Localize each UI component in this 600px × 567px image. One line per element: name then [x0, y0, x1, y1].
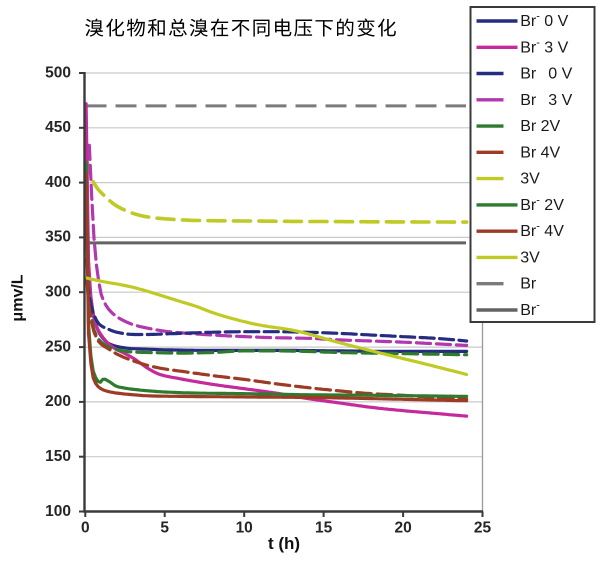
svg-text:Br 0 V: Br 0 V: [520, 66, 572, 83]
svg-text:20: 20: [394, 519, 411, 536]
svg-text:Br 2V: Br 2V: [520, 118, 560, 135]
svg-text:0: 0: [81, 519, 90, 536]
svg-text:150: 150: [45, 448, 71, 465]
svg-text:200: 200: [45, 393, 71, 410]
svg-text:Br: Br: [520, 276, 537, 293]
svg-text:15: 15: [315, 519, 333, 536]
svg-text:5: 5: [160, 519, 169, 536]
svg-text:250: 250: [45, 338, 71, 355]
svg-text:Br 3 V: Br 3 V: [520, 92, 572, 109]
svg-text:Br- 3 V: Br- 3 V: [520, 37, 568, 57]
svg-text:350: 350: [45, 229, 71, 246]
svg-text:μmv/L: μmv/L: [10, 274, 27, 321]
svg-text:3V: 3V: [520, 249, 540, 266]
svg-text:Br 4V: Br 4V: [520, 144, 560, 161]
svg-text:3V: 3V: [520, 171, 540, 188]
svg-text:300: 300: [45, 284, 71, 301]
svg-text:400: 400: [45, 174, 71, 191]
svg-text:10: 10: [236, 519, 253, 536]
svg-text:Br- 0 V: Br- 0 V: [520, 11, 568, 31]
svg-text:Br- 2V: Br- 2V: [520, 194, 564, 214]
svg-text:t (h): t (h): [268, 534, 300, 553]
svg-text:500: 500: [45, 64, 71, 81]
svg-text:Br-: Br-: [520, 300, 540, 320]
svg-text:100: 100: [45, 503, 71, 520]
svg-text:450: 450: [45, 119, 71, 136]
svg-text:Br- 4V: Br- 4V: [520, 221, 564, 241]
svg-text:25: 25: [474, 519, 492, 536]
